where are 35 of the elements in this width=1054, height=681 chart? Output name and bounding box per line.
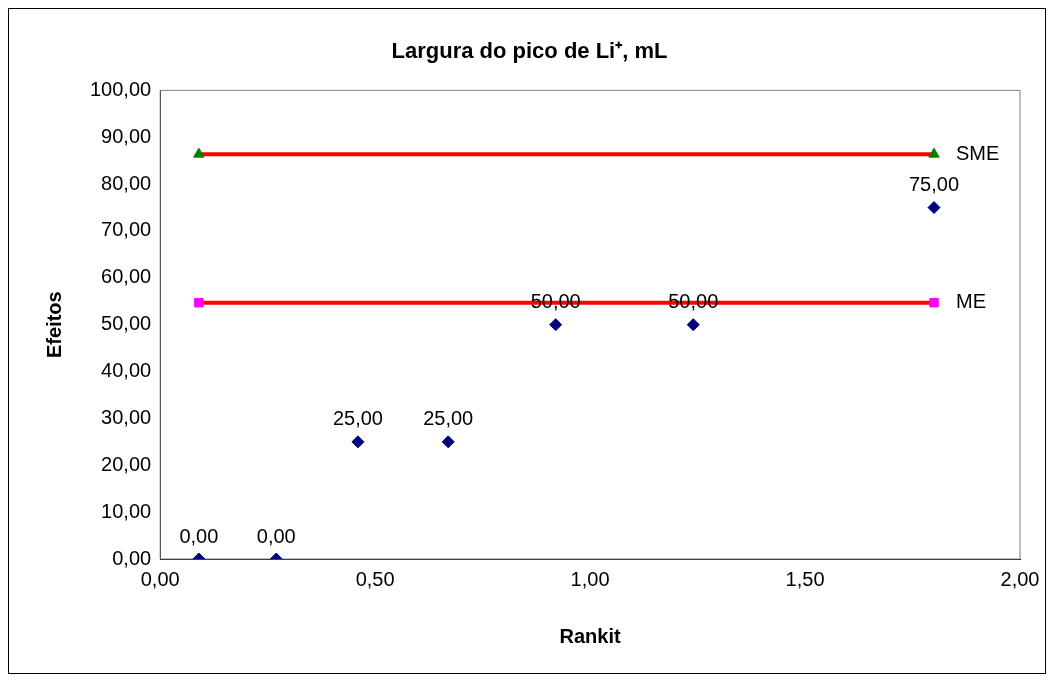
y-tick-label: 10,00 <box>101 499 152 522</box>
y-tick-label: 20,00 <box>101 452 152 475</box>
y-tick-label: 60,00 <box>101 265 152 288</box>
series-label: ME <box>956 290 987 313</box>
y-axis-title: Efeitos <box>42 291 65 359</box>
chart-title: Largura do pico de Li⁺, mL <box>391 38 668 64</box>
y-tick-label: 40,00 <box>101 359 152 382</box>
point <box>927 201 941 215</box>
data-label: 0,00 <box>256 524 296 547</box>
series-label: SME <box>956 141 1000 164</box>
y-tick-label: 0,00 <box>112 546 152 569</box>
x-tick-label: 0,00 <box>140 567 180 590</box>
y-tick-label: 80,00 <box>101 171 152 194</box>
point <box>194 297 204 308</box>
point <box>929 297 939 308</box>
x-tick-label: 1,00 <box>570 567 610 590</box>
data-label: 75,00 <box>908 173 960 196</box>
data-label: 0,00 <box>179 524 219 547</box>
point <box>549 318 563 332</box>
point <box>441 435 455 449</box>
data-label: 25,00 <box>423 407 474 430</box>
y-tick-label: 50,00 <box>101 312 152 335</box>
point <box>686 318 700 332</box>
point <box>351 435 365 449</box>
x-tick-label: 1,50 <box>785 567 825 590</box>
point <box>928 147 940 158</box>
point <box>193 147 205 158</box>
x-tick-label: 0,50 <box>355 567 395 590</box>
y-tick-label: 30,00 <box>101 405 152 428</box>
x-tick-label: 2,00 <box>1000 567 1040 590</box>
y-tick-label: 70,00 <box>101 218 152 241</box>
y-tick-label: 100,00 <box>90 77 152 100</box>
y-tick-label: 90,00 <box>101 124 152 147</box>
data-label: 25,00 <box>332 407 383 430</box>
x-axis-title: Rankit <box>559 624 621 647</box>
